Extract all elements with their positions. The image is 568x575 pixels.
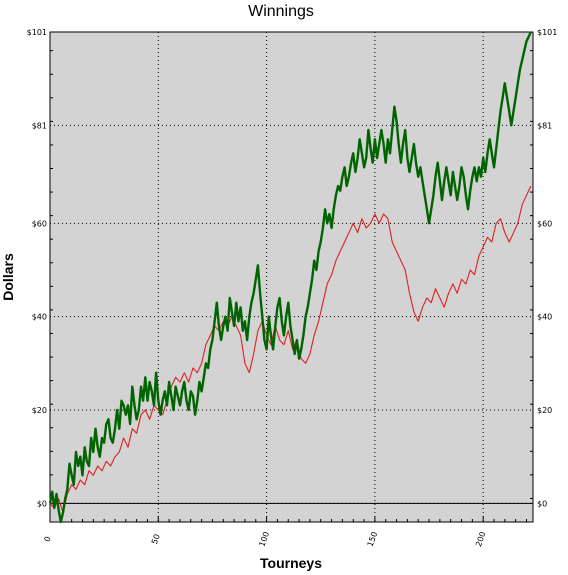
y-tick-label-left: $60	[32, 219, 47, 228]
series-layer	[48, 31, 532, 524]
series-line-0	[48, 31, 532, 524]
y-tick-label-left: $40	[32, 313, 47, 322]
y-tick-label-left: $20	[32, 406, 47, 415]
x-tick-label: 0	[43, 535, 53, 543]
y-tick-label-right: $101	[537, 28, 557, 37]
y-tick-label-left: $0	[37, 499, 47, 508]
x-axis-label: Tourneys	[260, 555, 322, 571]
y-tick-label-left: $101	[27, 28, 47, 37]
y-tick-label-right: $81	[537, 121, 552, 130]
y-tick-label-right: $60	[537, 219, 552, 228]
axis-ticks	[50, 50, 533, 523]
y-tick-label-left: $81	[32, 121, 47, 130]
y-axis-label: Dollars	[0, 253, 16, 301]
x-tick-label: 100	[257, 530, 271, 547]
x-tick-label: 200	[474, 530, 488, 547]
plot-area	[49, 31, 534, 523]
y-tick-label-right: $20	[537, 406, 552, 415]
x-tick-label: 50	[150, 533, 162, 546]
chart-title: Winnings	[248, 3, 314, 20]
series-line-1	[49, 185, 532, 514]
y-tick-label-right: $40	[537, 313, 552, 322]
x-tick-label: 150	[366, 530, 380, 547]
y-tick-label-right: $0	[537, 499, 547, 508]
tick-labels: 0 50 100 150 200 $0 $0 $20 $20 $40 $40 $60 $60 $81 $81…	[27, 28, 558, 548]
